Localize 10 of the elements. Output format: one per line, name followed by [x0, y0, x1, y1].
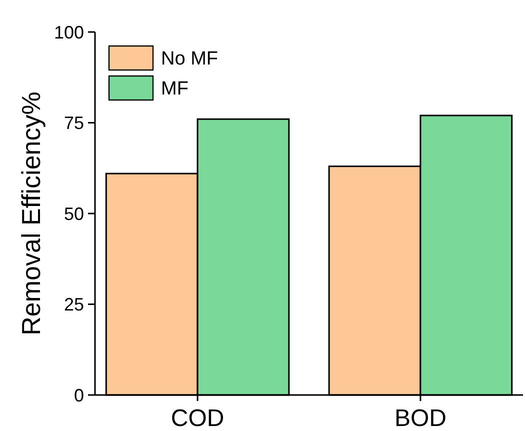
y-tick-label: 100: [54, 22, 84, 42]
legend-label: MF: [161, 78, 188, 100]
y-tick-label: 50: [64, 204, 84, 224]
y-tick-label: 75: [64, 113, 84, 134]
x-tick-label: BOD: [394, 405, 446, 431]
y-tick-label: 0: [74, 385, 84, 406]
x-tick-label: COD: [170, 405, 224, 431]
y-tick-label: 25: [64, 294, 84, 315]
legend-label: No MF: [161, 48, 218, 70]
y-axis-title: Removal Efficiency%: [16, 92, 46, 336]
